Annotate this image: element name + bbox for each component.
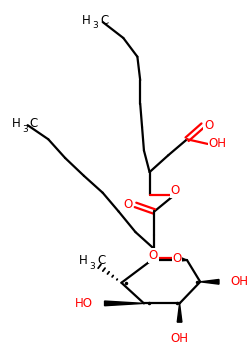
Text: OH: OH: [230, 275, 248, 288]
Text: 3: 3: [22, 125, 28, 134]
Text: O: O: [170, 184, 179, 197]
Text: O: O: [124, 198, 133, 211]
Text: 3: 3: [92, 21, 98, 30]
Text: O: O: [172, 252, 182, 265]
Text: C: C: [97, 254, 105, 267]
Polygon shape: [200, 279, 219, 284]
Text: C: C: [30, 117, 38, 130]
Text: C: C: [101, 14, 109, 27]
Text: 3: 3: [90, 262, 95, 271]
Text: H: H: [12, 117, 20, 130]
Text: HO: HO: [75, 297, 93, 310]
Text: OH: OH: [208, 138, 226, 150]
Text: O: O: [204, 119, 213, 132]
Text: O: O: [149, 249, 158, 262]
Text: H: H: [79, 254, 88, 267]
Text: OH: OH: [170, 331, 188, 344]
Polygon shape: [104, 301, 144, 306]
Polygon shape: [177, 303, 182, 322]
Text: H: H: [82, 14, 90, 27]
Polygon shape: [174, 255, 187, 261]
